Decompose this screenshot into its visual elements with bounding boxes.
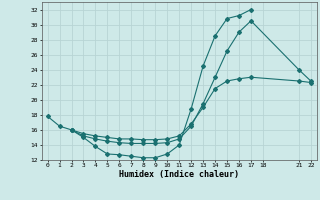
X-axis label: Humidex (Indice chaleur): Humidex (Indice chaleur) (119, 170, 239, 179)
